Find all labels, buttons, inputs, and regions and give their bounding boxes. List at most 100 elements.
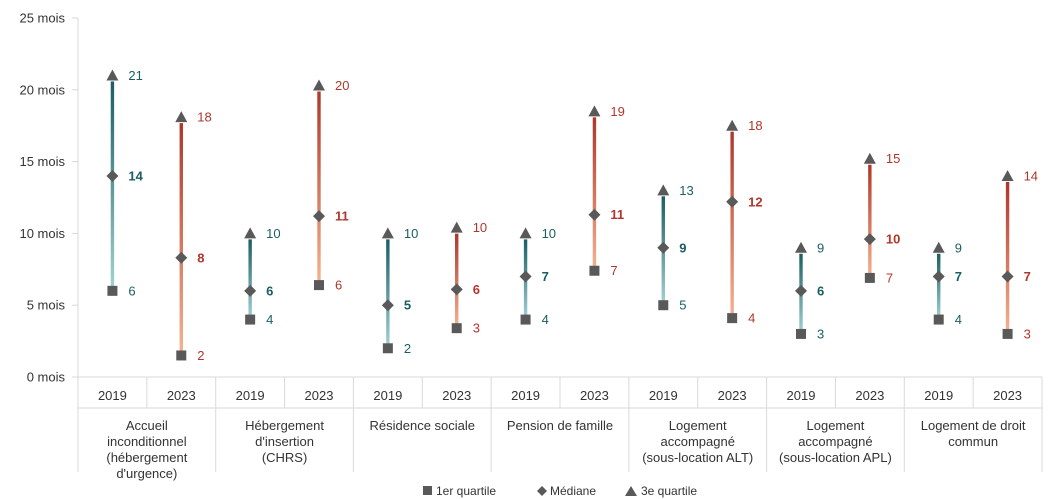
category-label-line: Hébergement: [245, 418, 324, 433]
q3-data-label: 18: [748, 118, 762, 133]
q1-data-label: 2: [404, 341, 411, 356]
q3-data-label: 10: [404, 226, 418, 241]
q3-data-label: 20: [335, 78, 349, 93]
median-data-label: 9: [679, 240, 686, 255]
category-label-line: Résidence sociale: [370, 418, 476, 433]
q1-square-marker: [727, 313, 738, 324]
year-label: 2019: [924, 388, 953, 403]
category-label-line: (sous-location ALT): [642, 450, 753, 465]
category-label-line: Logement: [807, 418, 865, 433]
q1-data-label: 4: [955, 312, 962, 327]
q1-square-marker: [796, 328, 806, 339]
year-label: 2019: [511, 388, 540, 403]
range-bar: [868, 164, 872, 278]
legend-triangle-marker: [625, 486, 637, 496]
range-bar: [179, 123, 183, 356]
median-data-label: 11: [610, 207, 624, 222]
axes: [77, 18, 1043, 472]
median-diamond-marker: [588, 208, 601, 221]
range-bar: [248, 239, 252, 320]
year-label: 2023: [442, 388, 471, 403]
q1-square-marker: [107, 285, 118, 296]
y-tick-label: 10 mois: [19, 226, 65, 241]
median-data-label: 14: [128, 168, 143, 183]
y-tick-label: 15 mois: [19, 154, 65, 169]
q1-data-label: 7: [610, 263, 617, 278]
q1-data-label: 3: [1024, 326, 1031, 341]
q3-triangle-marker: [795, 241, 807, 253]
y-axis-ticks: 0 mois 5 mois 10 mois 15 mois 20 mois 25 mois: [19, 11, 78, 385]
median-diamond-marker: [863, 233, 876, 246]
legend-label-q3: 3e quartile: [641, 484, 697, 498]
category-label: Logement accompagné (sous-location APL): [779, 418, 892, 465]
q3-triangle-marker: [1001, 169, 1014, 181]
median-data-label: 11: [335, 209, 349, 224]
median-diamond-marker: [519, 270, 532, 283]
q3-triangle-marker: [313, 79, 325, 91]
category-label-line: d'insertion: [255, 434, 314, 449]
median-data-label: 6: [266, 283, 273, 298]
median-diamond-marker: [795, 284, 807, 297]
median-diamond-marker: [175, 251, 188, 264]
category-label-line: d'urgence): [116, 466, 177, 481]
q3-data-label: 10: [266, 226, 280, 241]
q1-square-marker: [864, 272, 875, 283]
series: 21 14 6 18 8 2 10 6 4 20 11 6 10 5 2 10 6 3 10 7 4 19 11 7 13 9 5 1…: [106, 68, 1038, 363]
range-bar: [937, 253, 941, 320]
q3-data-label: 14: [1024, 168, 1038, 183]
category-label-line: commun: [948, 434, 998, 449]
q3-data-label: 19: [610, 104, 624, 119]
q3-triangle-marker: [106, 69, 119, 81]
median-data-label: 8: [197, 250, 204, 265]
x-axis-categories: 2019 2023 Accueil inconditionnel (hébergemen…: [98, 388, 1026, 481]
category-label-line: (hébergement: [106, 450, 187, 465]
range-bar: [110, 81, 115, 291]
legend: 1er quartile Médiane 3e quartile: [423, 484, 697, 498]
q1-data-label: 4: [266, 312, 273, 327]
q3-triangle-marker: [381, 227, 394, 239]
q3-data-label: 21: [128, 68, 142, 83]
q1-square-marker: [451, 323, 462, 334]
q3-data-label: 10: [542, 226, 556, 241]
q1-data-label: 7: [886, 270, 893, 285]
median-diamond-marker: [381, 299, 394, 312]
y-tick-label: 0 mois: [27, 370, 66, 385]
median-data-label: 5: [404, 298, 411, 313]
q3-triangle-marker: [450, 221, 463, 233]
category-label: Hébergement d'insertion (CHRS): [245, 418, 324, 465]
q3-data-label: 9: [955, 240, 962, 255]
range-bar: [592, 117, 597, 271]
q3-triangle-marker: [175, 111, 188, 123]
median-data-label: 7: [955, 269, 962, 284]
median-diamond-marker: [106, 169, 119, 182]
median-diamond-marker: [932, 270, 945, 283]
q1-square-marker: [176, 350, 187, 361]
q3-data-label: 9: [817, 240, 824, 255]
q3-triangle-marker: [244, 227, 257, 239]
category-label: Accueil inconditionnel (hébergement d'urgen…: [106, 418, 187, 481]
q1-square-marker: [245, 314, 256, 325]
median-diamond-marker: [244, 284, 257, 297]
q1-square-marker: [589, 265, 600, 276]
category-label-line: (sous-location APL): [779, 450, 892, 465]
q3-triangle-marker: [657, 184, 670, 196]
q1-square-marker: [933, 314, 944, 325]
median-data-label: 6: [473, 282, 480, 297]
q1-square-marker: [520, 314, 531, 325]
year-label: 2023: [167, 388, 196, 403]
median-data-label: 10: [886, 232, 900, 247]
category-label: Logement de droit commun: [921, 418, 1026, 449]
legend-diamond-marker: [537, 486, 547, 496]
range-bar: [455, 233, 459, 329]
median-data-label: 7: [542, 269, 549, 284]
legend-label-q1: 1er quartile: [436, 484, 496, 498]
year-label: 2023: [855, 388, 884, 403]
median-diamond-marker: [450, 283, 463, 296]
category-label-line: accompagné: [660, 434, 734, 449]
year-label: 2019: [787, 388, 816, 403]
q3-data-label: 10: [473, 220, 487, 235]
y-tick-label: 20 mois: [19, 82, 65, 97]
q1-data-label: 2: [197, 348, 204, 363]
category-label: Résidence sociale: [370, 418, 476, 433]
